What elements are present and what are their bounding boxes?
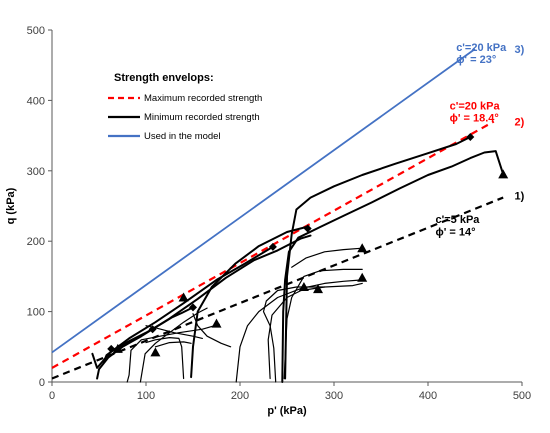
envelope-friction-label: ϕ' = 18.4° <box>450 113 499 125</box>
stress-path <box>235 279 363 383</box>
stress-path <box>283 268 363 380</box>
triangle-marker <box>298 281 309 291</box>
y-tick-label: 0 <box>39 377 45 389</box>
diamond-marker <box>268 242 277 251</box>
stress-path <box>262 282 363 383</box>
diamond-marker <box>303 224 312 233</box>
envelope-cohesion-label: c'=5 kPa <box>436 214 481 226</box>
envelope-line-min <box>51 196 504 380</box>
triangle-marker <box>178 292 189 302</box>
stress-path <box>281 150 505 383</box>
x-tick-label: 300 <box>325 390 343 402</box>
legend-label: Used in the model <box>144 131 221 142</box>
envelope-line-model <box>51 48 476 354</box>
stress-path <box>96 234 312 380</box>
y-tick-label: 200 <box>27 236 45 248</box>
axes-group: 0 100 200 300 400 500 0 100 200 300 400 500 p' (kPa)… <box>5 25 531 417</box>
diamond-marker <box>148 325 157 334</box>
stress-path <box>192 313 232 348</box>
legend-title: Strength envelops: <box>114 72 214 84</box>
triangle-marker <box>357 243 368 253</box>
stress-paths-group <box>91 136 505 383</box>
markers-group <box>107 133 509 357</box>
triangle-marker <box>498 169 509 179</box>
envelope-cohesion-label: c'=20 kPa <box>450 101 501 113</box>
y-tick-label: 400 <box>27 95 45 107</box>
y-tick-label: 300 <box>27 166 45 178</box>
legend-label: Minimum recorded strength <box>144 112 260 123</box>
envelope-friction-label: ϕ' = 14° <box>436 227 476 239</box>
stress-path <box>139 307 208 383</box>
x-tick-label: 0 <box>49 390 55 402</box>
stress-path <box>267 286 326 380</box>
envelope-number-label: 2) <box>514 117 524 129</box>
triangle-marker <box>211 318 222 328</box>
envelope-friction-label: ϕ' = 23° <box>456 54 496 66</box>
envelope-number-label: 1) <box>514 190 524 202</box>
stress-path <box>102 306 194 364</box>
triangle-marker <box>357 272 368 282</box>
stress-path <box>284 136 472 380</box>
envelope-cohesion-label: c'=20 kPa <box>456 42 507 54</box>
x-tick-label: 400 <box>419 390 437 402</box>
x-tick-label: 200 <box>231 390 249 402</box>
diamond-marker <box>466 133 475 142</box>
legend: Strength envelops: Maximum recorded stren… <box>108 72 262 142</box>
y-axis-title: q (kPa) <box>5 187 17 224</box>
diamond-marker <box>107 344 116 353</box>
x-tick-label: 500 <box>513 390 531 402</box>
triangle-marker <box>313 284 324 294</box>
diamond-marker <box>189 303 197 312</box>
legend-label: Maximum recorded strength <box>144 93 262 104</box>
stress-path <box>91 245 274 369</box>
y-tick-label: 100 <box>27 307 45 319</box>
envelope-number-label: 3) <box>514 44 524 56</box>
triangle-marker <box>112 343 123 353</box>
stress-path <box>291 247 363 268</box>
x-tick-label: 100 <box>137 390 155 402</box>
triangle-marker <box>150 347 161 357</box>
stress-path <box>126 323 220 383</box>
stress-path <box>154 341 192 348</box>
x-axis-title: p' (kPa) <box>267 405 307 417</box>
stress-path <box>145 337 185 380</box>
stress-path <box>190 226 307 379</box>
y-tick-label: 500 <box>27 25 45 37</box>
